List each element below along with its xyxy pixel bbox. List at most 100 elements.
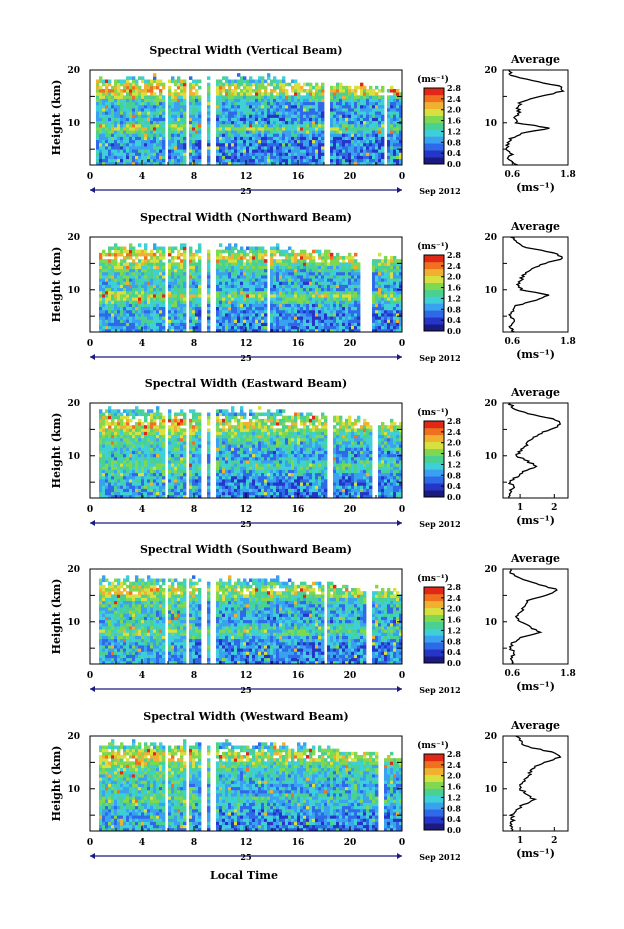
heatmap-cell: [258, 92, 262, 96]
heatmap-cell: [309, 114, 313, 118]
heatmap-cell: [159, 152, 163, 156]
heatmap-cell: [132, 98, 136, 103]
heatmap-cell: [348, 268, 352, 273]
heatmap-cell: [225, 284, 229, 289]
heatmap-cell: [126, 85, 130, 90]
heatmap-cell: [273, 268, 277, 273]
heatmap-cell: [171, 146, 175, 150]
heatmap-cell: [108, 297, 112, 301]
heatmap-cell: [231, 284, 235, 289]
heatmap-cell: [99, 456, 103, 461]
heatmap-cell: [162, 256, 166, 260]
heatmap-cell: [171, 306, 175, 311]
heatmap-cell: [237, 95, 241, 99]
heatmap-cell: [99, 450, 103, 455]
heatmap-cell: [114, 268, 118, 273]
heatmap-cell: [168, 313, 172, 317]
heatmap-cell: [264, 101, 268, 106]
heatmap-cell: [147, 101, 151, 106]
heatmap-cell: [264, 139, 268, 144]
heatmap-cell: [399, 111, 403, 115]
heatmap-cell: [228, 287, 232, 292]
heatmap-cell: [135, 120, 139, 125]
heatmap-cell: [309, 271, 313, 276]
heatmap-cell: [99, 494, 103, 499]
heatmap-cell: [117, 95, 121, 99]
heatmap-cell: [336, 316, 340, 320]
heatmap-cell: [348, 104, 352, 109]
heatmap-cell: [351, 313, 355, 317]
heatmap-cell: [243, 104, 247, 109]
heatmap-cell: [345, 120, 349, 125]
heatmap-cell: [129, 104, 133, 109]
heatmap-cell: [111, 130, 115, 134]
heatmap-cell: [138, 146, 142, 150]
heatmap-cell: [111, 322, 115, 327]
heatmap-cell: [252, 133, 256, 137]
heatmap-cell: [114, 108, 118, 112]
heatmap-cell: [285, 303, 289, 308]
heatmap-cell: [390, 111, 394, 115]
heatmap-cell: [192, 300, 196, 304]
heatmap-cell: [303, 287, 307, 292]
heatmap-cell: [192, 268, 196, 273]
heatmap-cell: [252, 309, 256, 314]
heatmap-cell: [243, 249, 247, 254]
heatmap-cell: [123, 158, 127, 163]
heatmap-cell: [396, 271, 400, 276]
heatmap-cell: [231, 133, 235, 137]
heatmap-cell: [309, 325, 313, 330]
heatmap-cell: [177, 142, 181, 147]
heatmap-cell: [279, 139, 283, 144]
heatmap-cell: [333, 120, 337, 125]
heatmap-cell: [378, 136, 382, 141]
heatmap-cell: [261, 155, 265, 160]
heatmap-cell: [318, 287, 322, 292]
heatmap-cell: [387, 104, 391, 109]
heatmap-cell: [285, 111, 289, 115]
heatmap-cell: [108, 79, 112, 84]
heatmap-cell: [345, 306, 349, 311]
heatmap-cell: [375, 120, 379, 125]
heatmap-cell: [372, 158, 376, 163]
heatmap-cell: [393, 95, 397, 99]
heatmap-cell: [105, 142, 109, 147]
heatmap-cell: [147, 328, 151, 333]
heatmap-cell: [357, 325, 361, 330]
heatmap-cell: [225, 82, 229, 87]
heatmap-cell: [225, 294, 229, 298]
heatmap-cell: [216, 117, 220, 122]
heatmap-cell: [111, 287, 115, 292]
heatmap-cell: [183, 303, 187, 308]
heatmap-cell: [216, 309, 220, 314]
heatmap-cell: [288, 146, 292, 150]
heatmap-cell: [156, 158, 160, 163]
heatmap-cell: [189, 85, 193, 90]
heatmap-cell: [102, 491, 106, 496]
heatmap-cell: [285, 271, 289, 276]
heatmap-cell: [120, 98, 124, 103]
heatmap-cell: [372, 139, 376, 144]
heatmap-cell: [174, 271, 178, 276]
heatmap-cell: [393, 256, 397, 260]
heatmap-cell: [333, 158, 337, 163]
heatmap-cell: [159, 92, 163, 96]
heatmap-cell: [348, 149, 352, 153]
heatmap-cell: [321, 278, 325, 282]
heatmap-cell: [345, 275, 349, 279]
heatmap-cell: [396, 322, 400, 327]
heatmap-cell: [99, 428, 103, 432]
heatmap-cell: [318, 114, 322, 118]
heatmap-cell: [105, 290, 109, 295]
heatmap-cell: [240, 325, 244, 330]
heatmap-cell: [321, 313, 325, 317]
heatmap-cell: [195, 328, 199, 333]
heatmap-cell: [195, 133, 199, 137]
heatmap-cell: [150, 120, 154, 125]
heatmap-cell: [399, 322, 403, 327]
heatmap-cell: [183, 149, 187, 153]
heatmap-cell: [216, 316, 220, 320]
heatmap-cell: [393, 265, 397, 270]
heatmap-cell: [306, 111, 310, 115]
heatmap-cell: [309, 290, 313, 295]
